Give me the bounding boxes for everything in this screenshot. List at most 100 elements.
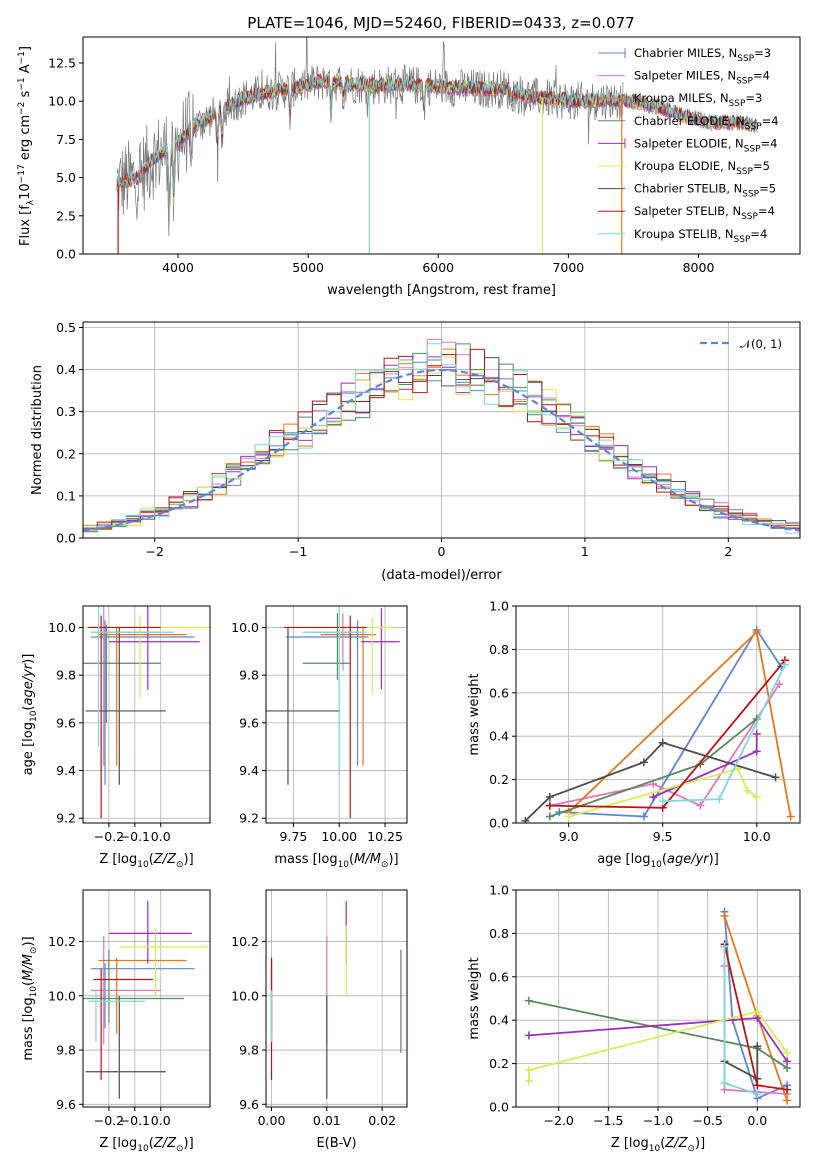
point-marker-chabrier_miles xyxy=(639,812,648,821)
x-tick-label: 0.0 xyxy=(151,829,171,844)
x-tick-label: 5000 xyxy=(292,260,324,275)
y-tick-label: 10.2 xyxy=(48,934,76,949)
x-tick-label: 10.25 xyxy=(367,829,403,844)
x-axis-label: Z [log10​(Z/Z⊙​)] xyxy=(99,1136,193,1154)
y-tick-label: 0.1 xyxy=(56,488,76,503)
point-marker-salpeter_stelib xyxy=(753,1081,762,1090)
x-axis-label: Z [log10​(Z/Z⊙​)] xyxy=(99,852,193,870)
legend-entry-label: 𝒩(0, 1) xyxy=(740,337,782,351)
y-tick-label: 0.6 xyxy=(489,685,509,700)
axes-frame xyxy=(265,889,408,1108)
histogram-salpeter_stelib xyxy=(83,348,800,538)
x-tick-label: −2 xyxy=(145,544,163,559)
spectrum-plot-area xyxy=(116,37,758,254)
point-marker-salpeter_stelib xyxy=(783,1085,792,1094)
x-tick-label: 9.0 xyxy=(559,829,579,844)
point-marker-chabrier_stelib xyxy=(639,758,648,767)
x-tick-label: 1 xyxy=(581,544,589,559)
y-tick-label: 7.5 xyxy=(56,132,76,147)
axes-frame xyxy=(82,321,801,539)
y-tick-label: 10.0 xyxy=(48,620,76,635)
point-marker-kroupa_stelib xyxy=(753,1089,762,1098)
y-tick-label: 0.0 xyxy=(489,816,509,831)
y-tick-label: 0.4 xyxy=(489,1013,509,1028)
x-tick-label: 0 xyxy=(438,544,446,559)
y-tick-label: 0.8 xyxy=(489,642,509,657)
x-tick-label: 9.75 xyxy=(280,829,308,844)
y-axis-label: mass [log10​(M/M⊙​)] xyxy=(21,936,39,1060)
x-axis-label: E(B-V) xyxy=(316,1136,356,1151)
y-tick-label: 0.4 xyxy=(489,729,509,744)
point-marker-kroupa_miles xyxy=(720,912,729,921)
x-axis-label: Z [log10​(Z/Z⊙​)] xyxy=(611,1136,705,1154)
x-tick-label: −0.2 xyxy=(94,829,124,844)
chart-title: PLATE=1046, MJD=52460, FIBERID=0433, z=0… xyxy=(247,14,634,32)
x-tick-label: 8000 xyxy=(683,260,715,275)
legend-entry-label: Kroupa STELIB, NSSP​=4 xyxy=(634,227,767,245)
y-tick-label: 9.6 xyxy=(56,1097,76,1112)
y-tick-label: 0.2 xyxy=(56,446,76,461)
point-marker-kroupa_stelib xyxy=(658,797,667,806)
residual-panel: −2 −1 0 1 2 0.0 0.1 0.2 0.3 0.4 0.5 (data-model)/er… xyxy=(30,320,801,583)
point-marker-kroupa_stelib xyxy=(720,1079,729,1088)
x-tick-label: 0.0 xyxy=(151,1113,171,1128)
y-tick-label: 0.6 xyxy=(489,969,509,984)
point-marker-chabrier_stelib xyxy=(753,1042,762,1051)
legend-entry-label: Chabrier ELODIE, NSSP​=4 xyxy=(634,114,779,132)
axes-frame xyxy=(82,36,801,255)
point-marker-chabrier_stelib xyxy=(521,816,530,823)
x-tick-label: −1.5 xyxy=(593,1113,623,1128)
point-marker-kroupa_miles xyxy=(786,812,795,821)
point-marker-kroupa_miles xyxy=(752,628,761,637)
age_vs_mass-panel: 9.75 10.00 10.25 9.2 9.4 9.6 9.8 10.0 mass [log1… xyxy=(231,605,408,870)
point-marker-kroupa_elodie xyxy=(564,812,573,821)
y-tick-label: 9.8 xyxy=(239,1043,259,1058)
series-line-kroupa_elodie xyxy=(568,767,758,818)
plot-area xyxy=(521,625,795,823)
y-tick-label: 9.8 xyxy=(56,1043,76,1058)
y-tick-label: 0.0 xyxy=(56,247,76,262)
x-tick-label: −0.1 xyxy=(120,1113,150,1128)
y-axis-label: age [log10​(age/yr)] xyxy=(21,654,39,776)
point-marker-kroupa_stelib xyxy=(715,795,724,804)
x-axis-label: wavelength [Angstrom, rest frame] xyxy=(327,283,556,298)
y-tick-label: 9.6 xyxy=(56,715,76,730)
point-marker-salpeter_elodie xyxy=(783,1057,792,1066)
x-tick-label: 2 xyxy=(724,544,732,559)
model-fit-kroupa_stelib xyxy=(116,72,758,211)
x-tick-label: 7000 xyxy=(552,260,584,275)
y-tick-label: 0.2 xyxy=(489,772,509,787)
series-line-kroupa_miles xyxy=(723,915,788,1101)
y-tick-label: 9.6 xyxy=(239,715,259,730)
x-axis-label: (data-model)/error xyxy=(381,568,502,583)
y-tick-label: 0.5 xyxy=(56,320,76,335)
legend-entry-label: Salpeter MILES, NSSP​=4 xyxy=(634,69,770,87)
x-tick-label: 4000 xyxy=(162,260,194,275)
x-axis-label: mass [log10​(M/M⊙​)] xyxy=(274,852,398,870)
point-marker-salpeter_miles xyxy=(775,680,784,689)
x-tick-label: −1.0 xyxy=(643,1113,673,1128)
x-tick-label: 0.01 xyxy=(313,1113,341,1128)
legend: Chabrier MILES, NSSP​=3 Salpeter MILES, N… xyxy=(598,46,779,245)
x-tick-label: 6000 xyxy=(422,260,454,275)
spectrum-panel: PLATE=1046, MJD=52460, FIBERID=0433, z=0… xyxy=(17,14,801,298)
y-axis-label: Flux [fλ​10−17​ erg cm−2​ s−1​ A−1​] xyxy=(17,46,36,246)
point-marker-salpeter_miles xyxy=(696,801,705,810)
series-line-kroupa_elodie xyxy=(528,1010,788,1081)
y-tick-label: 9.6 xyxy=(239,1097,259,1112)
y-tick-label: 0.8 xyxy=(489,926,509,941)
y-axis-label: mass weight xyxy=(467,673,482,755)
y-tick-label: 9.8 xyxy=(239,668,259,683)
y-tick-label: 10.0 xyxy=(48,988,76,1003)
legend-entry-label: Chabrier MILES, NSSP​=3 xyxy=(634,46,771,64)
x-tick-label: −2.0 xyxy=(544,1113,574,1128)
y-tick-label: 9.4 xyxy=(56,763,76,778)
point-marker-kroupa_elodie xyxy=(753,1007,762,1016)
y-tick-label: 2.5 xyxy=(56,208,76,223)
point-marker-kroupa_stelib xyxy=(720,942,729,951)
series-line-salpeter_miles xyxy=(549,683,781,807)
point-marker-salpeter_elodie xyxy=(649,792,658,801)
point-marker-kroupa_elodie xyxy=(752,792,761,801)
x-tick-label: 0.02 xyxy=(368,1113,396,1128)
